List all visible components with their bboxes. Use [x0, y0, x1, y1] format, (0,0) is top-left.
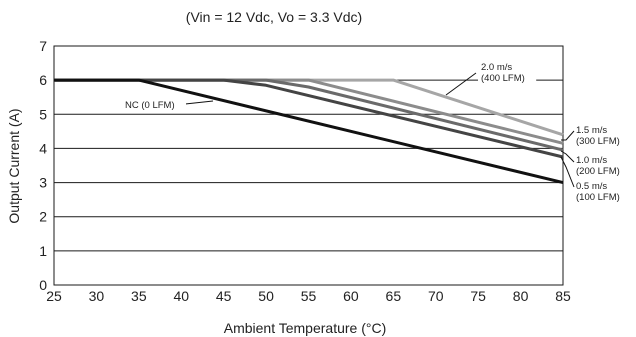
annotation-leader-3 — [560, 150, 575, 163]
x-tick-label-65: 65 — [386, 288, 402, 304]
series-line-1 — [54, 78, 564, 159]
x-axis-label: Ambient Temperature (°C) — [224, 320, 387, 336]
annotation-label-2-0: 1.5 m/s — [576, 125, 607, 136]
series-lines — [54, 78, 564, 185]
annotations: NC (0 LFM) 2.0 m/s(400 LFM) 1.5 m/s(300 LF… — [122, 60, 620, 203]
y-tick-labels: 0 1 2 3 4 5 6 7 — [39, 38, 47, 293]
x-tick-label-30: 30 — [89, 288, 105, 304]
y-tick-label-3: 3 — [39, 175, 47, 191]
x-tick-label-55: 55 — [301, 288, 317, 304]
chart-title: (Vin = 12 Vdc, Vo = 3.3 Vdc) — [186, 9, 362, 25]
y-tick-label-5: 5 — [39, 106, 47, 122]
annotation-leader-4 — [560, 156, 575, 188]
x-tick-label-75: 75 — [470, 288, 486, 304]
y-tick-label-0: 0 — [39, 277, 47, 293]
x-tick-label-50: 50 — [258, 288, 274, 304]
y-tick-label-6: 6 — [39, 72, 47, 88]
annotation-label-4-1: (100 LFM) — [576, 192, 620, 203]
x-tick-label-45: 45 — [216, 288, 232, 304]
annotation-label-3-0: 1.0 m/s — [576, 155, 607, 166]
x-tick-label-35: 35 — [131, 288, 147, 304]
x-tick-label-80: 80 — [513, 288, 529, 304]
annotation-label-0-0: NC (0 LFM) — [125, 100, 175, 111]
x-tick-label-85: 85 — [555, 288, 571, 304]
x-tick-label-60: 60 — [343, 288, 359, 304]
plot-border — [53, 45, 564, 286]
annotation-label-1-0: 2.0 m/s — [481, 62, 512, 73]
y-tick-label-4: 4 — [39, 140, 47, 156]
y-tick-label-7: 7 — [39, 38, 47, 54]
annotation-label-2-1: (300 LFM) — [576, 136, 620, 147]
y-tick-label-2: 2 — [39, 209, 47, 225]
x-tick-labels: 25 30 35 40 45 50 55 60 65 70 75 80 85 — [46, 288, 571, 304]
annotation-leader-2 — [561, 130, 575, 141]
annotation-bg-0 — [122, 98, 186, 112]
x-tick-label-25: 25 — [46, 288, 62, 304]
annotation-label-1-1: (400 LFM) — [481, 73, 525, 84]
annotation-bg-1 — [478, 60, 537, 85]
annotation-leader-1 — [445, 72, 477, 96]
x-tick-label-70: 70 — [428, 288, 444, 304]
y-axis-label: Output Current (A) — [6, 108, 22, 223]
y-tick-label-1: 1 — [39, 243, 47, 259]
annotation-label-4-0: 0.5 m/s — [576, 181, 607, 192]
plot-frame — [53, 45, 564, 286]
series-line-0 — [54, 78, 564, 185]
annotation-label-3-1: (200 LFM) — [576, 166, 620, 177]
x-tick-label-40: 40 — [173, 288, 189, 304]
